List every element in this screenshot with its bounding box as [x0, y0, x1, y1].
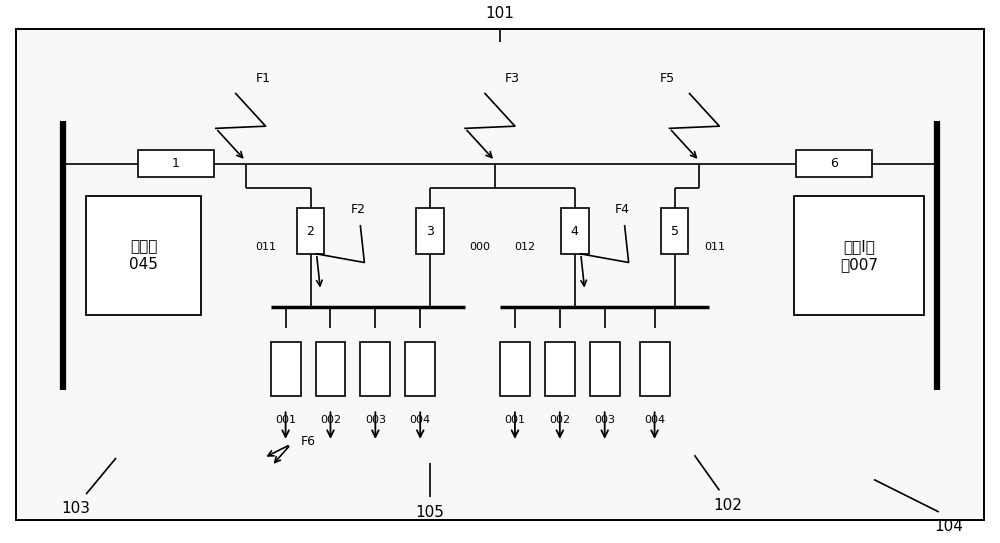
Bar [86, 196, 201, 315]
Text: 101: 101 [486, 5, 514, 21]
Text: 001: 001 [275, 415, 296, 425]
Text: 6: 6 [830, 157, 838, 170]
Text: 011: 011 [704, 242, 725, 252]
Text: 001: 001 [504, 415, 525, 425]
Text: 004: 004 [410, 415, 431, 425]
Bar [500, 342, 530, 396]
Bar [561, 209, 589, 254]
Bar [316, 342, 345, 396]
Text: 003: 003 [594, 415, 615, 425]
Text: 3: 3 [426, 225, 434, 238]
Bar [545, 342, 575, 396]
Bar [297, 209, 324, 254]
Bar [271, 342, 301, 396]
Bar [661, 209, 688, 254]
Bar [796, 150, 872, 177]
Text: 004: 004 [644, 415, 665, 425]
Text: 104: 104 [934, 519, 963, 534]
Text: F2: F2 [350, 203, 365, 216]
Text: 105: 105 [416, 505, 445, 520]
Text: F4: F4 [615, 203, 630, 216]
Text: 002: 002 [320, 415, 341, 425]
Text: 紫学I回
线007: 紫学I回 线007 [840, 239, 878, 272]
Bar [405, 342, 435, 396]
Text: F1: F1 [256, 72, 271, 85]
Text: 党财线
045: 党财线 045 [129, 239, 158, 272]
Text: 000: 000 [470, 242, 491, 252]
Text: F6: F6 [301, 435, 316, 448]
Bar [261, 45, 704, 496]
Text: F3: F3 [505, 72, 520, 85]
Text: 012: 012 [514, 242, 535, 252]
Text: 011: 011 [255, 242, 276, 252]
Text: 003: 003 [365, 415, 386, 425]
Text: 103: 103 [62, 501, 91, 516]
Bar [590, 342, 620, 396]
Bar [138, 150, 214, 177]
Text: 2: 2 [307, 225, 314, 238]
Text: 102: 102 [713, 498, 742, 514]
Text: 4: 4 [571, 225, 579, 238]
Text: F5: F5 [660, 72, 675, 85]
Bar [794, 196, 924, 315]
Bar [416, 209, 444, 254]
Text: 5: 5 [671, 225, 679, 238]
Bar [106, 45, 894, 496]
Text: 1: 1 [172, 157, 180, 170]
Bar [106, 45, 261, 496]
Bar [640, 342, 670, 396]
Bar [360, 342, 390, 396]
Text: 002: 002 [549, 415, 570, 425]
Bar [704, 45, 894, 496]
